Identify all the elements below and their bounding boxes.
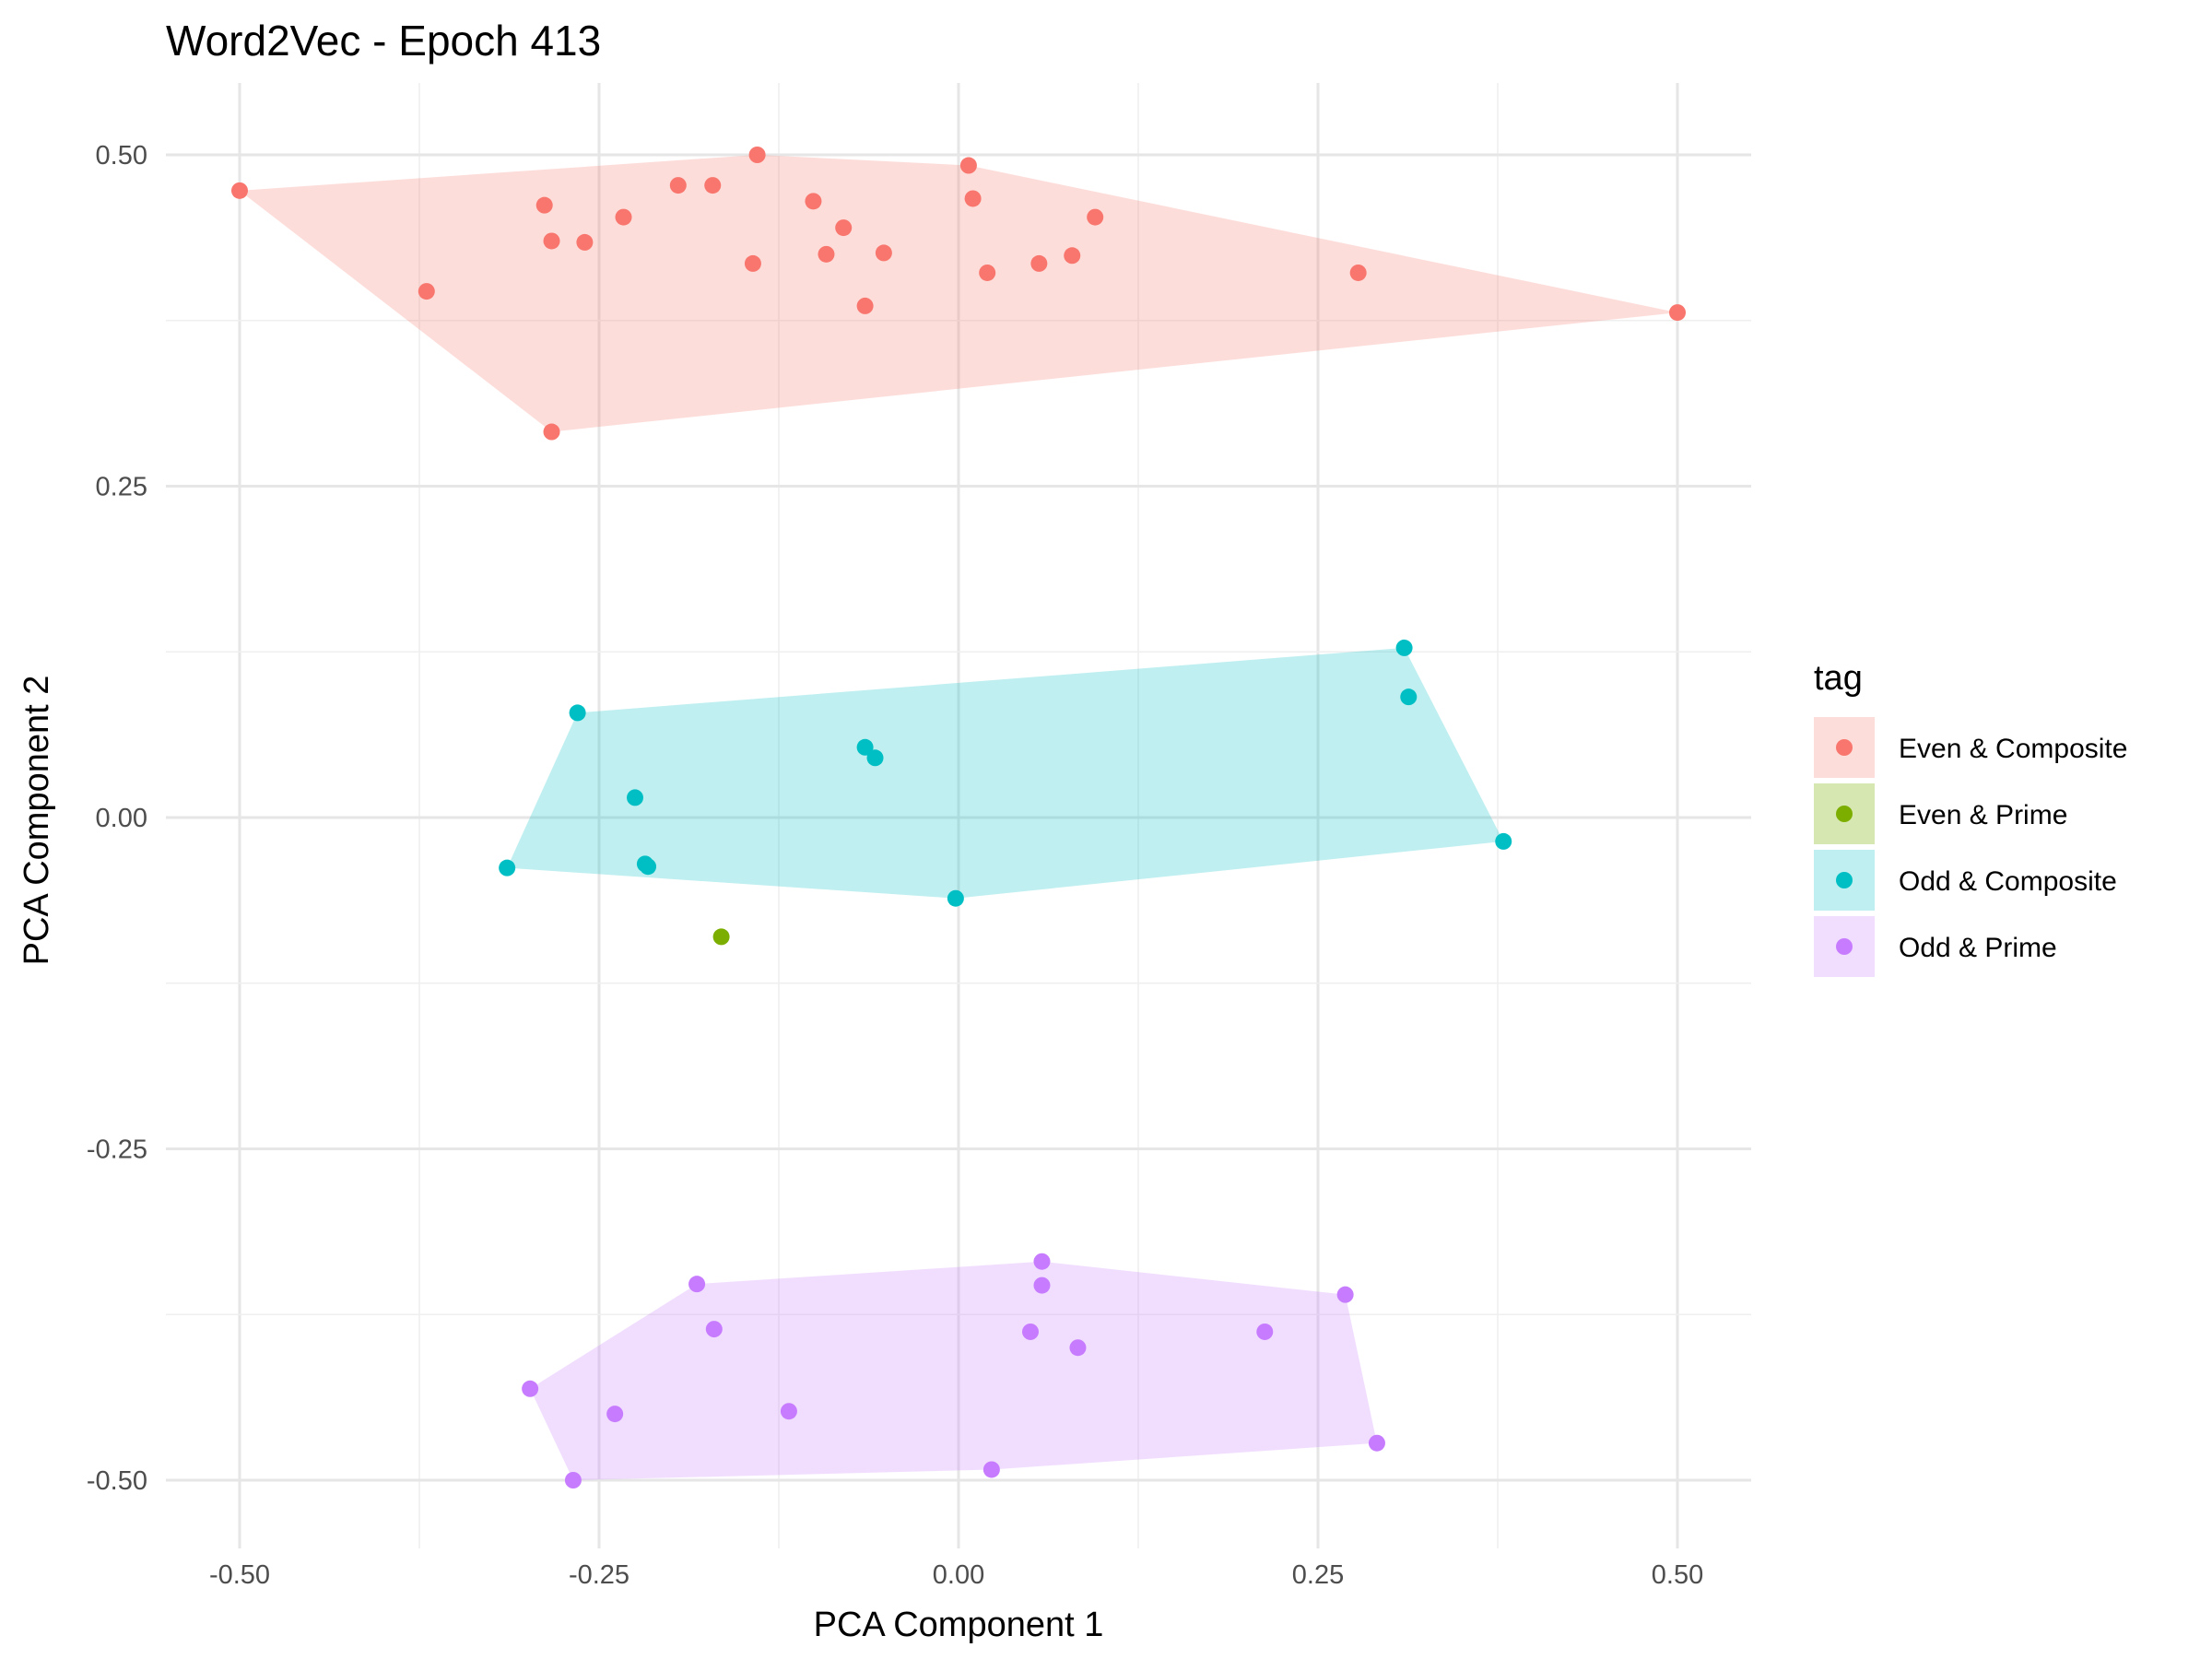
point-even-composite (418, 283, 435, 300)
point-odd-composite (1395, 639, 1413, 656)
point-odd-composite (627, 789, 643, 806)
point-even-composite (1669, 304, 1686, 322)
point-odd-composite (569, 704, 586, 722)
point-odd-prime (1033, 1253, 1051, 1270)
legend-title: tag (1814, 659, 1863, 698)
point-odd-prime (705, 1321, 723, 1338)
legend-label-even-prime: Even & Prime (1899, 800, 2067, 830)
point-even-composite (875, 244, 892, 262)
point-even-composite (748, 147, 766, 163)
point-even-composite (835, 219, 853, 237)
y-tick-label: 0.00 (96, 804, 147, 833)
y-axis-title: PCA Component 2 (18, 676, 56, 966)
legend: tag Even & Composite Even & Prime Odd & Co… (1814, 659, 2127, 977)
point-odd-composite (1495, 832, 1512, 850)
point-even-composite (615, 208, 632, 226)
point-even-prime (712, 928, 730, 946)
x-tick-label: 0.50 (1652, 1560, 1703, 1590)
x-axis-title: PCA Component 1 (814, 1606, 1104, 1644)
legend-label-odd-composite: Odd & Composite (1899, 866, 2117, 897)
legend-marker-odd-prime (1836, 938, 1853, 955)
hull-odd-composite (507, 647, 1504, 899)
legend-marker-even-composite (1836, 739, 1853, 756)
x-axis-ticks: -0.50 -0.25 0.00 0.25 0.50 (209, 1560, 1703, 1590)
point-even-composite (1030, 254, 1048, 272)
legend-marker-even-prime (1836, 806, 1853, 822)
x-tick-label: 0.25 (1292, 1560, 1344, 1590)
point-even-composite (1064, 247, 1081, 265)
x-tick-label: -0.50 (209, 1560, 270, 1590)
point-odd-prime (1069, 1339, 1087, 1357)
point-odd-composite (866, 749, 884, 767)
point-even-composite (231, 182, 248, 199)
legend-marker-odd-composite (1836, 872, 1853, 888)
point-even-composite (535, 196, 553, 214)
point-odd-composite (947, 889, 964, 907)
hull-even-composite (240, 155, 1677, 432)
point-odd-composite (1400, 688, 1418, 706)
y-tick-label: 0.50 (96, 141, 147, 171)
point-even-composite (576, 233, 594, 251)
y-axis-ticks: 0.50 0.25 0.00 -0.25 -0.50 (87, 141, 147, 1496)
point-odd-prime (1033, 1277, 1051, 1294)
point-odd-composite (640, 858, 657, 876)
point-even-composite (744, 254, 761, 272)
point-odd-prime (1256, 1323, 1274, 1340)
point-even-composite (818, 245, 835, 263)
legend-label-even-composite: Even & Composite (1899, 734, 2127, 764)
point-odd-prime (780, 1403, 797, 1420)
point-odd-prime (522, 1380, 539, 1397)
point-even-composite (543, 232, 560, 250)
point-even-composite (959, 157, 977, 174)
point-odd-composite (856, 738, 874, 756)
point-odd-prime (564, 1472, 582, 1488)
x-tick-label: -0.25 (569, 1560, 629, 1590)
point-odd-prime (982, 1461, 1000, 1478)
point-even-composite (979, 264, 996, 281)
chart-title: Word2Vec - Epoch 413 (166, 17, 601, 65)
point-odd-prime (1368, 1434, 1385, 1452)
legend-label-odd-prime: Odd & Prime (1899, 933, 2057, 963)
point-odd-composite (499, 859, 516, 877)
point-even-composite (543, 423, 560, 441)
x-tick-label: 0.00 (933, 1560, 984, 1590)
point-even-composite (1087, 208, 1104, 226)
y-tick-label: -0.50 (87, 1466, 147, 1496)
point-even-composite (964, 190, 982, 207)
y-tick-label: -0.25 (87, 1135, 147, 1165)
grid (166, 83, 1751, 1548)
point-even-composite (704, 177, 722, 194)
data-points (231, 147, 1686, 1488)
point-odd-prime (688, 1276, 706, 1293)
point-odd-prime (1336, 1286, 1354, 1303)
point-even-composite (669, 177, 687, 194)
point-odd-prime (1022, 1323, 1039, 1340)
point-odd-prime (606, 1406, 624, 1423)
y-tick-label: 0.25 (96, 473, 147, 502)
point-even-composite (856, 297, 874, 314)
hulls (240, 155, 1677, 1480)
hull-odd-prime (530, 1261, 1377, 1480)
point-even-composite (805, 193, 822, 210)
point-even-composite (1349, 264, 1367, 281)
